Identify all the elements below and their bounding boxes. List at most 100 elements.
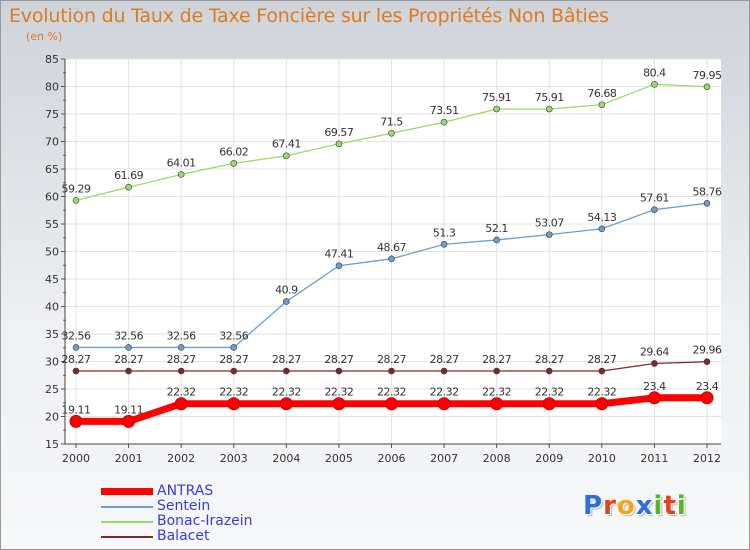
data-point — [385, 397, 398, 411]
data-point — [703, 358, 711, 366]
logo-letter: o — [616, 491, 636, 521]
data-label: 28.27 — [62, 353, 91, 366]
data-point — [651, 206, 658, 213]
data-point — [230, 160, 238, 167]
data-label: 61.69 — [114, 169, 143, 182]
y-tick-label: 15 — [45, 438, 59, 451]
y-tick-label: 85 — [45, 53, 59, 66]
data-label: 22.32 — [430, 386, 459, 399]
y-axis-unit-label: (en %) — [26, 30, 63, 43]
data-label: 79.95 — [693, 69, 722, 82]
data-label: 40.9 — [275, 284, 298, 297]
logo-letter: r — [603, 491, 617, 521]
data-point — [388, 255, 395, 263]
data-point — [703, 83, 711, 91]
data-point — [598, 101, 606, 109]
y-tick-label: 40 — [45, 301, 59, 314]
logo-letter: i — [653, 491, 664, 521]
data-label: 23.4 — [643, 380, 666, 393]
data-label: 23.4 — [696, 380, 719, 393]
data-point — [598, 225, 606, 233]
x-tick-label: 2010 — [588, 452, 616, 465]
data-point — [174, 397, 188, 411]
legend-label-bonac-irazein: Bonac-Irazein — [157, 513, 253, 529]
y-tick-label: 30 — [45, 356, 59, 369]
data-label: 53.07 — [535, 217, 564, 230]
data-label: 28.27 — [377, 353, 406, 366]
logo-letter: x — [635, 491, 654, 521]
data-point — [598, 367, 606, 375]
data-point — [279, 397, 293, 411]
proxiti-logo: Proxiti — [583, 491, 687, 521]
data-point — [335, 262, 343, 270]
data-point — [332, 397, 346, 411]
chart-title: Evolution du Taux de Taxe Foncière sur l… — [9, 5, 609, 27]
data-point — [125, 367, 132, 375]
legend-swatch-sentein — [101, 506, 153, 508]
data-point — [440, 118, 448, 126]
data-point — [437, 397, 451, 411]
data-point — [493, 105, 500, 113]
data-label: 29.64 — [640, 345, 669, 358]
data-point — [490, 397, 504, 411]
x-tick-label: 2000 — [62, 452, 90, 465]
data-label: 22.32 — [535, 386, 564, 399]
data-point — [545, 367, 553, 375]
legend-swatch-bonac-irazein — [101, 521, 153, 523]
logo-letter: i — [676, 491, 687, 521]
data-point — [440, 367, 448, 375]
data-point — [595, 397, 609, 411]
y-tick-label: 35 — [45, 328, 59, 341]
data-point — [177, 367, 185, 375]
data-label: 28.27 — [324, 353, 353, 366]
data-point — [72, 344, 80, 351]
data-point — [651, 81, 658, 88]
legend-label-sentein: Sentein — [157, 498, 211, 514]
data-label: 48.67 — [377, 241, 406, 254]
data-label: 22.32 — [587, 386, 616, 399]
legend-label-antras: ANTRAS — [157, 483, 214, 499]
x-tick-label: 2008 — [483, 452, 511, 465]
data-label: 71.5 — [380, 115, 403, 128]
data-label: 19.11 — [62, 403, 91, 416]
data-label: 52.1 — [485, 222, 508, 235]
y-tick-label: 50 — [45, 246, 59, 259]
legend-swatch-antras — [101, 488, 153, 495]
data-point — [72, 367, 80, 375]
x-tick-label: 2005 — [325, 452, 353, 465]
data-point — [493, 236, 500, 244]
data-label: 64.01 — [167, 156, 196, 169]
data-point — [542, 397, 556, 411]
data-label: 66.02 — [219, 145, 248, 158]
y-tick-label: 70 — [45, 136, 59, 149]
data-label: 28.27 — [482, 353, 511, 366]
data-label: 54.13 — [587, 211, 616, 224]
data-point — [700, 391, 714, 405]
data-label: 28.27 — [535, 353, 564, 366]
legend-label-balacet: Balacet — [157, 528, 210, 544]
y-tick-label: 80 — [45, 81, 59, 94]
data-label: 51.3 — [433, 226, 456, 239]
data-point — [122, 414, 136, 428]
data-point — [72, 197, 80, 204]
data-point — [335, 140, 343, 148]
x-tick-label: 2003 — [220, 452, 248, 465]
data-label: 80.4 — [643, 66, 666, 79]
x-tick-label: 2011 — [640, 452, 668, 465]
data-point — [440, 241, 448, 248]
y-tick-label: 55 — [45, 218, 59, 231]
data-label: 28.27 — [430, 353, 459, 366]
data-label: 28.27 — [587, 353, 616, 366]
data-point — [69, 414, 83, 428]
data-point — [647, 391, 661, 405]
data-label: 32.56 — [167, 329, 196, 342]
legend-swatch-balacet — [101, 536, 153, 538]
data-label: 67.41 — [272, 138, 301, 151]
x-tick-label: 2001 — [115, 452, 143, 465]
x-tick-label: 2007 — [430, 452, 458, 465]
logo-letter: t — [663, 491, 677, 521]
data-label: 28.27 — [167, 353, 196, 366]
data-point — [493, 367, 500, 375]
data-label: 75.91 — [482, 91, 511, 104]
